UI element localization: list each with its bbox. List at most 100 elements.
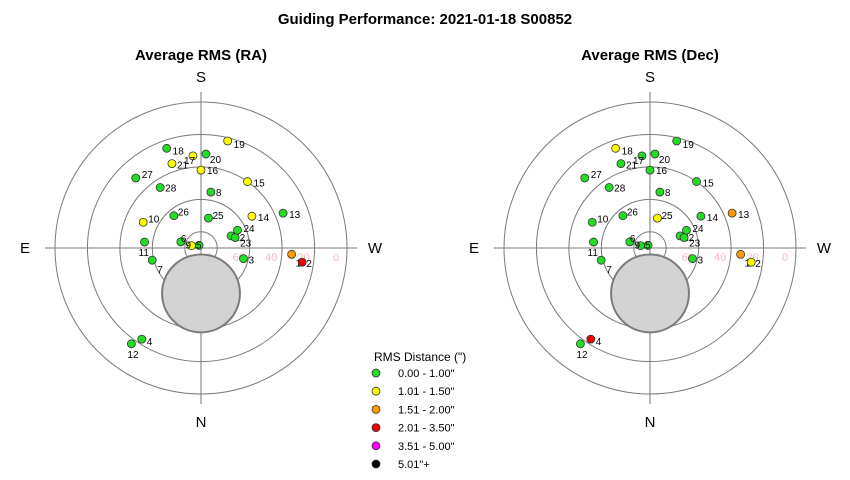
legend-swatch xyxy=(371,459,381,469)
data-point xyxy=(138,217,148,227)
compass-west-label: W xyxy=(368,240,383,257)
data-point xyxy=(239,254,248,263)
sun-exclusion-disc xyxy=(161,253,241,334)
data-point-label: 10 xyxy=(148,214,160,225)
data-point-label: 23 xyxy=(689,239,701,250)
data-point-label: 7 xyxy=(606,265,612,276)
data-point xyxy=(625,237,635,247)
data-point-label: 22 xyxy=(683,233,695,244)
data-point-label: 18 xyxy=(622,146,634,157)
data-point xyxy=(692,177,701,186)
data-point xyxy=(645,165,655,175)
data-point xyxy=(196,165,206,175)
compass-east-label: E xyxy=(20,240,30,257)
polar-chart-ra: Average RMS (RA)806040200SNEW12345678910… xyxy=(20,47,383,431)
data-point xyxy=(243,177,252,186)
data-point-label: 12 xyxy=(127,350,139,361)
legend-label: 1.51 - 2.00" xyxy=(398,404,455,416)
data-point-label: 20 xyxy=(659,155,671,166)
legend-swatch xyxy=(371,441,381,451)
data-point-label: 14 xyxy=(258,213,270,224)
data-point xyxy=(672,136,682,146)
data-point-label: 2 xyxy=(306,259,312,270)
legend: RMS Distance (") 0.00 - 1.00" 1.01 - 1.50… xyxy=(371,350,466,471)
data-point-label: 18 xyxy=(173,146,185,157)
chart-title: Average RMS (Dec) xyxy=(581,47,719,64)
data-point-label: 3 xyxy=(697,256,703,267)
legend-label: 1.01 - 1.50" xyxy=(398,386,455,398)
data-point xyxy=(688,254,697,263)
ring-label: 0 xyxy=(782,252,788,264)
data-point-label: 23 xyxy=(240,239,252,250)
data-point-label: 4 xyxy=(596,337,602,348)
data-point-label: 11 xyxy=(139,248,150,259)
legend-label: 2.01 - 3.50" xyxy=(398,423,455,435)
figure-title: Guiding Performance: 2021-01-18 S00852 xyxy=(278,11,572,28)
data-point xyxy=(580,173,590,183)
data-point xyxy=(147,255,157,265)
data-point-label: 16 xyxy=(656,166,668,177)
data-point-label: 27 xyxy=(142,170,154,181)
chart-title: Average RMS (RA) xyxy=(135,47,267,64)
data-point xyxy=(167,159,177,169)
ring-label: 40 xyxy=(265,252,277,264)
data-point xyxy=(204,213,213,223)
data-point-label: 28 xyxy=(165,183,177,194)
legend-swatch xyxy=(371,404,381,414)
legend-label: 3.51 - 5.00" xyxy=(398,441,455,453)
data-point-label: 17 xyxy=(184,156,196,167)
data-point xyxy=(137,334,147,344)
data-point xyxy=(187,241,196,251)
data-point xyxy=(169,211,179,221)
data-point-label: 12 xyxy=(576,350,588,361)
data-point xyxy=(653,213,662,223)
data-point xyxy=(604,183,614,192)
data-point xyxy=(278,208,288,218)
compass-north-label: N xyxy=(196,414,207,431)
data-point-label: 3 xyxy=(248,256,254,267)
legend-swatch xyxy=(371,423,381,433)
data-point xyxy=(188,151,198,161)
data-point-label: 9 xyxy=(186,241,192,252)
data-point xyxy=(575,339,585,349)
compass-north-label: N xyxy=(645,414,656,431)
data-point-label: 8 xyxy=(216,188,222,199)
data-point xyxy=(636,241,645,251)
data-point xyxy=(162,143,172,153)
data-point-label: 15 xyxy=(703,179,715,190)
data-point-label: 25 xyxy=(212,211,224,222)
data-point xyxy=(206,187,216,197)
legend-title: RMS Distance (") xyxy=(374,350,466,364)
data-point-label: 8 xyxy=(665,188,671,199)
data-point xyxy=(587,217,597,227)
polar-chart-dec: Average RMS (Dec)806040200SNEW1234567891… xyxy=(469,47,832,431)
data-point xyxy=(618,211,628,221)
data-point xyxy=(287,249,297,259)
data-point xyxy=(682,225,691,235)
data-point xyxy=(233,225,242,235)
legend-label: 5.01"+ xyxy=(398,459,430,471)
compass-south-label: S xyxy=(196,69,206,86)
sun-exclusion-disc xyxy=(610,253,690,334)
data-point-label: 14 xyxy=(707,213,719,224)
ring-label: 40 xyxy=(714,252,726,264)
data-point xyxy=(736,249,746,259)
data-point xyxy=(126,339,136,349)
data-point-label: 5 xyxy=(196,240,202,251)
data-point-label: 13 xyxy=(289,210,301,221)
data-point-label: 25 xyxy=(661,211,673,222)
data-point-label: 11 xyxy=(588,248,599,259)
data-point-label: 5 xyxy=(645,240,651,251)
data-point xyxy=(589,237,598,247)
legend-swatch xyxy=(371,386,381,396)
data-point xyxy=(155,183,165,192)
data-point-label: 26 xyxy=(627,208,639,219)
data-point-label: 19 xyxy=(683,140,695,151)
data-point-label: 7 xyxy=(157,265,163,276)
data-point-label: 21 xyxy=(177,161,189,172)
data-point xyxy=(297,257,307,267)
data-point-label: 2 xyxy=(755,259,761,270)
legend-swatch xyxy=(371,368,381,378)
data-point xyxy=(223,136,233,146)
